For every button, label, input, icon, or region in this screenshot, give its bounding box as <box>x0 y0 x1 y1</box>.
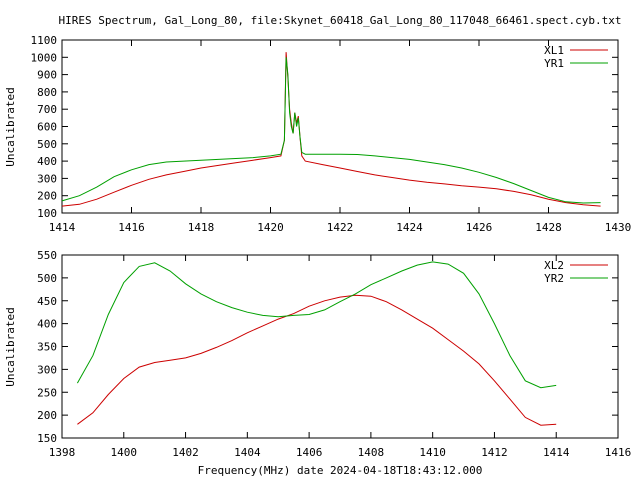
bottom-y-tick-label: 250 <box>37 386 57 399</box>
bottom-plot: 1398 1400 1402 1404 1406 1408 1410 1412 1414 1416… <box>4 249 631 477</box>
bottom-y-tick-label: 450 <box>37 295 57 308</box>
bottom-x-ticks: 1398 1400 1402 1404 1406 1408 1410 1412 1414 1416 <box>49 255 632 459</box>
top-x-ticks: 1414 1416 1418 1420 1422 1424 1426 1428 1430 <box>49 40 632 234</box>
bottom-plot-frame <box>61 254 619 439</box>
bottom-x-axis-label: Frequency(MHz) date 2024-04-18T18:43:12.… <box>198 464 483 477</box>
bottom-x-tick-label: 1410 <box>419 446 446 459</box>
top-y-tick-label: 900 <box>37 69 57 82</box>
top-legend-label-yr1: YR1 <box>544 57 564 70</box>
bottom-x-tick-label: 1404 <box>234 446 261 459</box>
bottom-y-ticks: 150 200 250 300 350 400 450 500 550 <box>37 249 618 445</box>
bottom-x-tick-label: 1416 <box>605 446 632 459</box>
top-y-tick-label: 100 <box>37 207 57 220</box>
bottom-x-tick-label: 1408 <box>358 446 385 459</box>
bottom-y-tick-label: 500 <box>37 272 57 285</box>
top-series-yr1 <box>61 57 601 204</box>
top-y-tick-label: 700 <box>37 103 57 116</box>
bottom-x-tick-label: 1406 <box>296 446 323 459</box>
bottom-y-tick-label: 150 <box>37 432 57 445</box>
top-x-tick-label: 1420 <box>257 221 284 234</box>
top-x-tick-label: 1424 <box>396 221 423 234</box>
top-series-xl1 <box>61 52 601 207</box>
top-y-tick-label: 1100 <box>31 34 58 47</box>
bottom-y-tick-label: 350 <box>37 341 57 354</box>
top-x-tick-label: 1422 <box>327 221 354 234</box>
top-x-tick-label: 1416 <box>118 221 145 234</box>
bottom-series-yr2 <box>76 261 557 389</box>
bottom-y-axis-label: Uncalibrated <box>4 307 17 386</box>
chart-title: HIRES Spectrum, Gal_Long_80, file:Skynet… <box>59 14 622 27</box>
top-y-tick-label: 800 <box>37 86 57 99</box>
top-x-tick-label: 1414 <box>49 221 76 234</box>
top-x-tick-label: 1428 <box>535 221 562 234</box>
bottom-y-tick-label: 200 <box>37 409 57 422</box>
bottom-x-tick-label: 1402 <box>172 446 199 459</box>
top-y-ticks: 100 200 300 400 500 600 700 800 900 1000 1100 <box>31 34 618 220</box>
top-series <box>61 52 601 207</box>
top-y-tick-label: 400 <box>37 155 57 168</box>
top-y-tick-label: 500 <box>37 138 57 151</box>
bottom-x-tick-label: 1398 <box>49 446 76 459</box>
top-y-tick-label: 200 <box>37 190 57 203</box>
top-plot-frame <box>61 39 619 214</box>
bottom-y-tick-label: 550 <box>37 249 57 262</box>
top-y-tick-label: 600 <box>37 121 57 134</box>
bottom-x-tick-label: 1412 <box>481 446 508 459</box>
top-y-tick-label: 300 <box>37 172 57 185</box>
bottom-legend-label-xl2: XL2 <box>544 259 564 272</box>
top-x-tick-label: 1418 <box>188 221 215 234</box>
top-plot: 1414 1416 1418 1420 1422 1424 1426 1428 1430 100… <box>4 34 631 234</box>
top-x-tick-label: 1430 <box>605 221 632 234</box>
top-legend-label-xl1: XL1 <box>544 44 564 57</box>
bottom-x-tick-label: 1400 <box>111 446 138 459</box>
top-x-tick-label: 1426 <box>466 221 493 234</box>
bottom-x-tick-label: 1414 <box>543 446 570 459</box>
bottom-y-tick-label: 400 <box>37 318 57 331</box>
bottom-y-tick-label: 300 <box>37 363 57 376</box>
bottom-series <box>76 261 557 426</box>
bottom-series-xl2 <box>77 294 557 426</box>
bottom-legend-label-yr2: YR2 <box>544 272 564 285</box>
top-y-tick-label: 1000 <box>31 51 58 64</box>
top-y-axis-label: Uncalibrated <box>4 87 17 166</box>
